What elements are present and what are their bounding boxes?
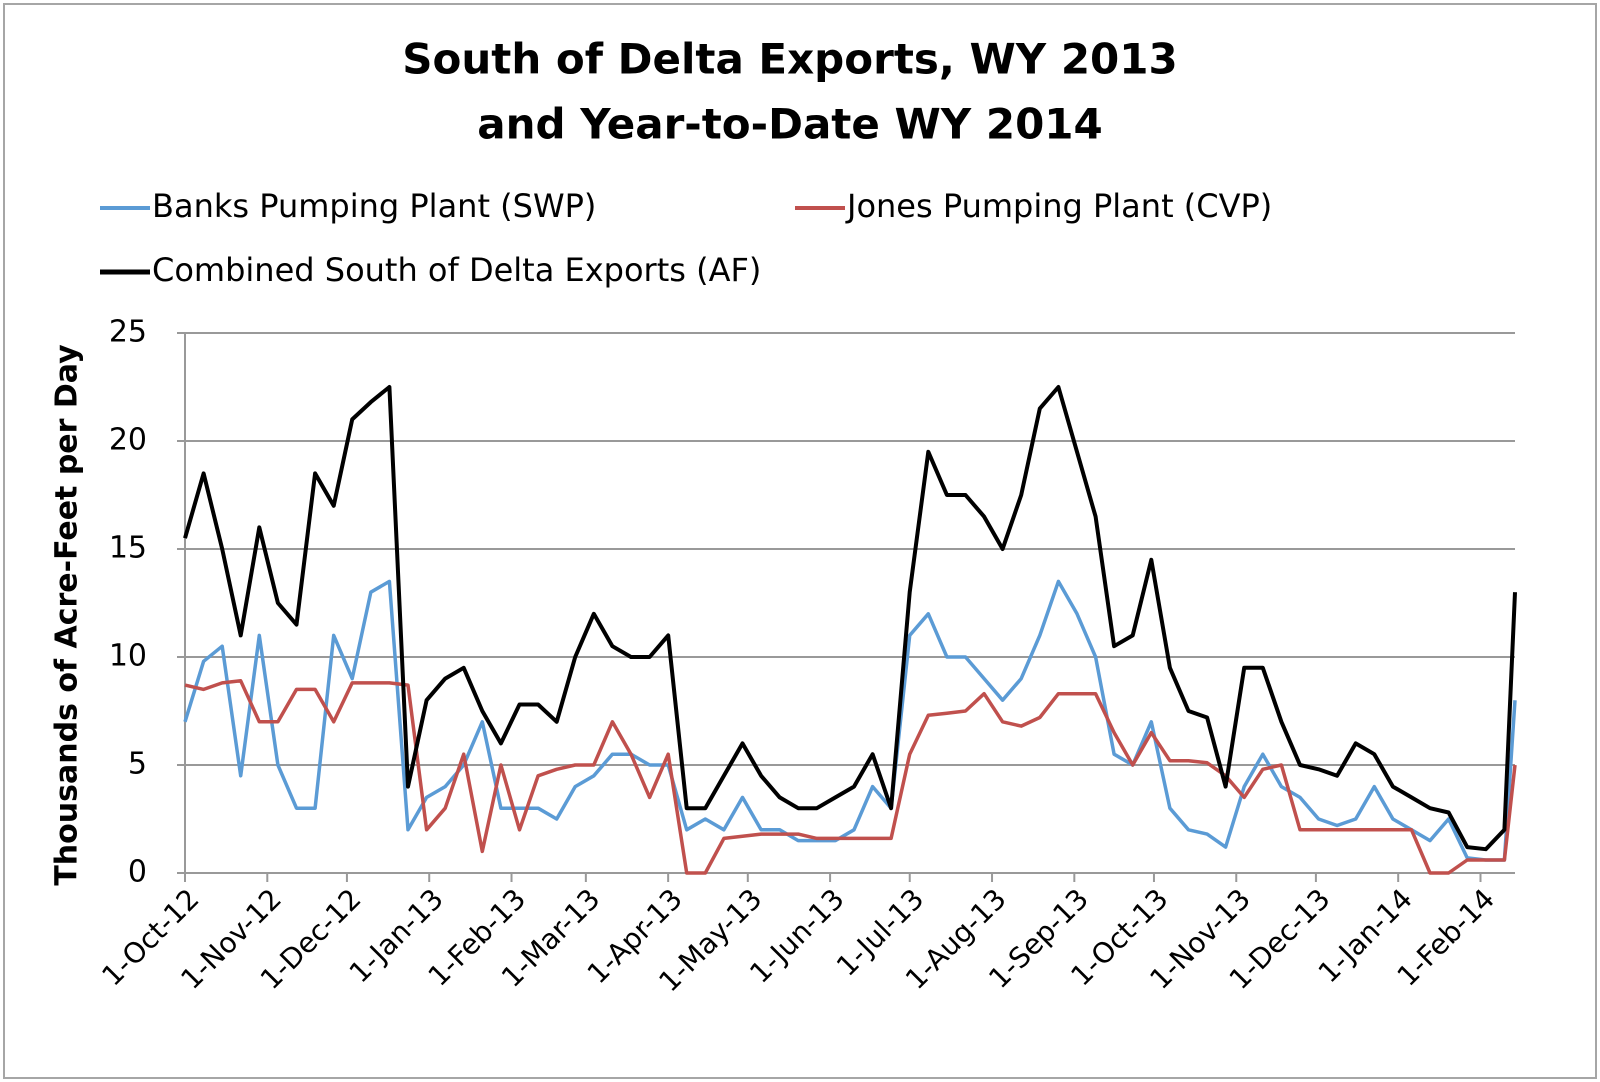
chart-border — [3, 3, 1597, 1079]
legend-label: Jones Pumping Plant (CVP) — [845, 187, 1272, 225]
y-tick-label: 15 — [109, 531, 147, 566]
series-line — [184, 679, 1517, 875]
y-tick-label: 0 — [128, 855, 147, 890]
chart-title: and Year-to-Date WY 2014 — [477, 100, 1102, 149]
y-tick-label: 20 — [109, 423, 147, 458]
series-line — [183, 579, 1517, 862]
y-tick-label: 5 — [128, 747, 147, 782]
y-tick-label: 25 — [109, 315, 147, 350]
series-line — [183, 385, 1517, 852]
y-axis-label: Thousands of Acre-Feet per Day — [50, 344, 85, 886]
chart-title: South of Delta Exports, WY 2013 — [402, 35, 1177, 84]
legend-label: Combined South of Delta Exports (AF) — [152, 251, 761, 289]
legend-label: Banks Pumping Plant (SWP) — [152, 187, 596, 225]
y-tick-label: 10 — [109, 639, 147, 674]
